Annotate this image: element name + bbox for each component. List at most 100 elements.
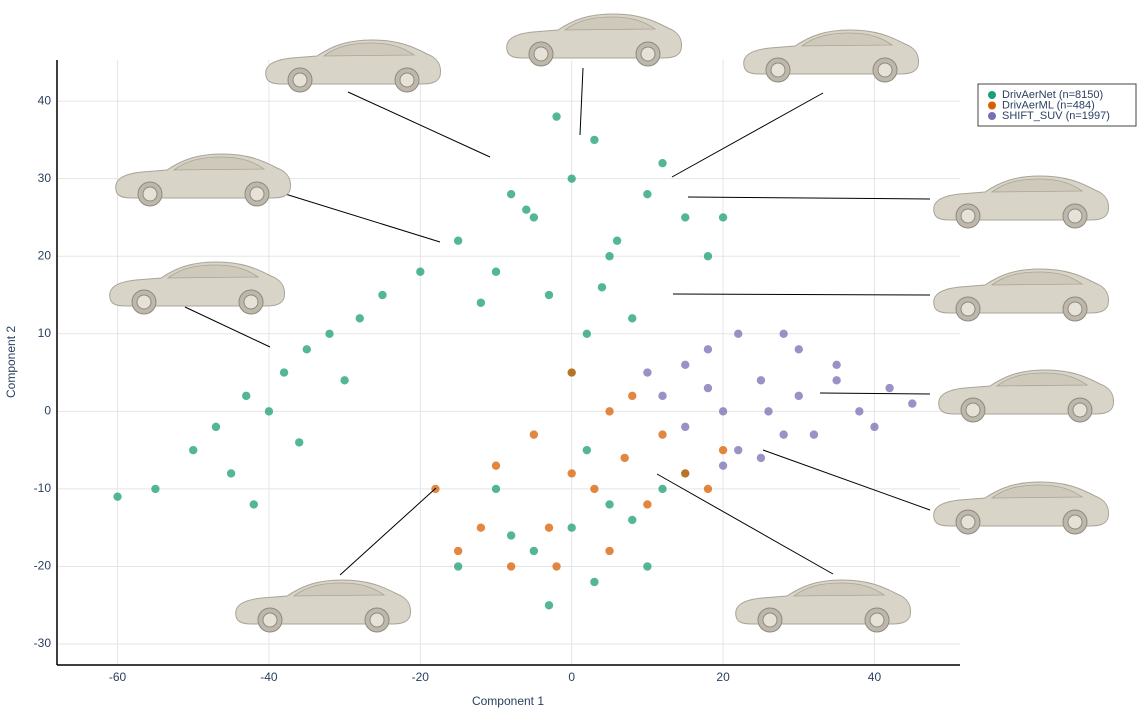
point bbox=[354, 313, 365, 324]
x-tick-label: -20 bbox=[412, 670, 430, 684]
point bbox=[756, 453, 766, 463]
point bbox=[612, 235, 622, 246]
point bbox=[324, 329, 335, 339]
point bbox=[241, 391, 252, 401]
point bbox=[476, 522, 486, 533]
point bbox=[657, 391, 668, 401]
point bbox=[521, 204, 532, 215]
car-image bbox=[506, 13, 682, 67]
point bbox=[453, 546, 463, 556]
leader-line bbox=[656, 473, 834, 575]
point bbox=[884, 383, 895, 393]
legend: DrivAerNet (n=8150)DrivAerML (n=484)SHIF… bbox=[977, 83, 1137, 127]
point bbox=[718, 460, 728, 471]
legend-label: DrivAerML (n=484) bbox=[1002, 99, 1095, 111]
legend-box bbox=[977, 83, 1137, 127]
point bbox=[619, 453, 630, 463]
point bbox=[377, 290, 388, 300]
point bbox=[854, 406, 865, 417]
points bbox=[112, 111, 918, 611]
x-tick-label: -40 bbox=[260, 670, 278, 684]
point bbox=[589, 135, 600, 145]
x-tick-label: 0 bbox=[568, 670, 575, 684]
y-tick-label: 30 bbox=[38, 171, 52, 185]
x-tick-label: 40 bbox=[868, 670, 882, 684]
point bbox=[301, 344, 312, 355]
y-tick-label: -10 bbox=[34, 481, 52, 495]
point bbox=[544, 290, 554, 300]
y-tick-label: -20 bbox=[34, 559, 52, 573]
legend-marker bbox=[988, 112, 996, 120]
point bbox=[627, 313, 638, 324]
point bbox=[733, 445, 744, 455]
point bbox=[566, 367, 577, 378]
point bbox=[544, 600, 554, 611]
car-image bbox=[938, 369, 1114, 423]
leader-line bbox=[687, 196, 931, 200]
point bbox=[657, 158, 668, 168]
leader-line bbox=[184, 306, 271, 348]
y-tick-label: 40 bbox=[38, 93, 52, 107]
point bbox=[529, 429, 539, 440]
legend-marker bbox=[988, 91, 996, 99]
leader-line bbox=[762, 449, 931, 511]
car-image bbox=[933, 268, 1109, 322]
car-image bbox=[109, 261, 285, 315]
point bbox=[763, 406, 774, 417]
point bbox=[718, 445, 728, 455]
point bbox=[491, 484, 501, 494]
car-image bbox=[115, 153, 291, 207]
point bbox=[453, 561, 463, 572]
point bbox=[279, 367, 289, 378]
x-axis-label: Component 1 bbox=[472, 694, 544, 708]
point bbox=[476, 297, 486, 308]
leader-line bbox=[672, 293, 931, 296]
point bbox=[604, 499, 615, 510]
point bbox=[211, 422, 221, 432]
car-image bbox=[235, 579, 411, 633]
point bbox=[703, 484, 713, 494]
grid bbox=[57, 60, 960, 665]
point bbox=[756, 375, 766, 386]
car-image bbox=[735, 579, 911, 633]
y-axis-label: Component 2 bbox=[4, 326, 18, 398]
point bbox=[627, 515, 638, 525]
legend-label: SHIFT_SUV (n=1997) bbox=[1002, 110, 1110, 122]
point bbox=[188, 445, 199, 455]
point bbox=[150, 484, 161, 494]
y-tick-label: 10 bbox=[38, 326, 52, 340]
point bbox=[657, 429, 668, 440]
point bbox=[703, 383, 713, 393]
point bbox=[680, 212, 691, 223]
point bbox=[582, 445, 592, 455]
point bbox=[657, 484, 668, 494]
car-image bbox=[265, 39, 441, 93]
leader-line bbox=[579, 67, 584, 136]
point bbox=[597, 282, 607, 293]
leader-line bbox=[671, 92, 824, 178]
car-image bbox=[743, 29, 919, 83]
point bbox=[703, 251, 713, 262]
point bbox=[642, 189, 653, 199]
point bbox=[529, 212, 539, 223]
point bbox=[718, 406, 728, 417]
point bbox=[339, 375, 350, 386]
x-tick-label: 20 bbox=[716, 670, 730, 684]
point bbox=[831, 375, 842, 386]
point bbox=[604, 546, 615, 556]
leader-line bbox=[281, 192, 441, 243]
point bbox=[551, 561, 562, 572]
point bbox=[627, 391, 638, 401]
point bbox=[642, 367, 653, 378]
point bbox=[264, 406, 274, 417]
car-images bbox=[109, 13, 1114, 633]
x-tick-label: -60 bbox=[109, 670, 127, 684]
point bbox=[604, 251, 615, 262]
point bbox=[112, 491, 123, 502]
y-tick-label: -30 bbox=[34, 636, 52, 650]
point bbox=[566, 522, 577, 533]
car-image bbox=[933, 175, 1109, 229]
leader-line bbox=[339, 487, 437, 576]
point bbox=[226, 468, 236, 479]
